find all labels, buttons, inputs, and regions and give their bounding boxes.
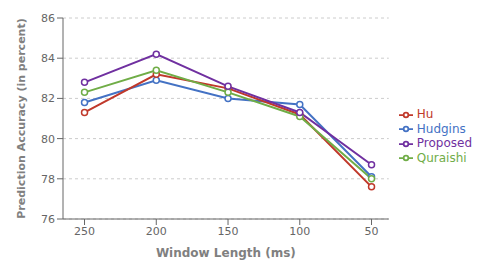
svg-text:150: 150 xyxy=(218,225,239,238)
html-text:Hu: Hu xyxy=(416,107,434,121)
svg-text:Prediction Accuracy (in percen: Prediction Accuracy (in percent) xyxy=(15,18,28,218)
html-text:Hudgins: Hudgins xyxy=(416,121,466,136)
svg-text:50: 50 xyxy=(365,225,379,238)
svg-text:86: 86 xyxy=(41,12,55,25)
svg-text:78: 78 xyxy=(41,173,55,186)
html-text:Proposed: Proposed xyxy=(416,136,472,150)
html-text:Quraishi: Quraishi xyxy=(416,150,467,165)
svg-text:80: 80 xyxy=(41,133,55,146)
svg-text:84: 84 xyxy=(41,52,55,65)
svg-text:200: 200 xyxy=(146,225,167,238)
svg-text:76: 76 xyxy=(41,213,55,226)
svg-text:82: 82 xyxy=(41,92,55,105)
svg-text:Window Length (ms): Window Length (ms) xyxy=(156,246,296,260)
svg-text:250: 250 xyxy=(74,225,95,238)
svg-text:100: 100 xyxy=(289,225,310,238)
